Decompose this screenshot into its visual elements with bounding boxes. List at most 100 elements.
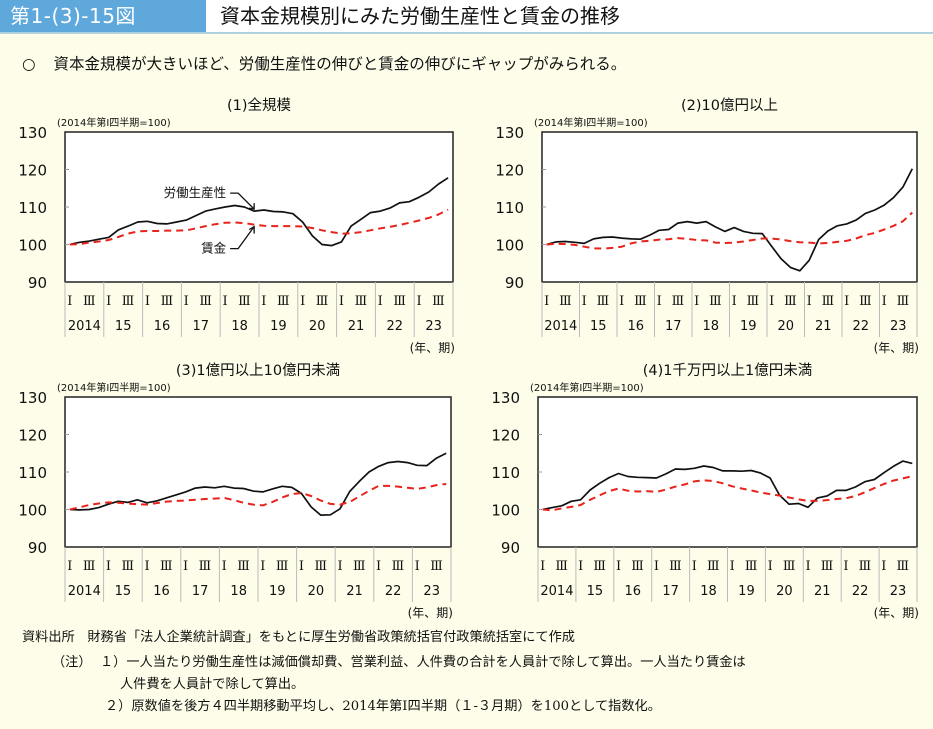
quarter-label: Ⅲ <box>784 294 797 309</box>
quarter-label: Ⅲ <box>353 559 366 574</box>
quarter-label: Ⅰ <box>67 294 72 309</box>
quarter-label: Ⅲ <box>555 559 568 574</box>
year-label: 15 <box>587 584 604 599</box>
quarter-label: Ⅲ <box>121 559 134 574</box>
y-tick-label: 90 <box>28 539 47 557</box>
quarter-label: Ⅰ <box>222 294 227 309</box>
quarter-label: Ⅰ <box>768 559 773 574</box>
wage-line <box>69 208 449 246</box>
quarter-label: Ⅲ <box>122 294 135 309</box>
quarter-label: Ⅲ <box>83 559 96 574</box>
y-tick-label: 100 <box>18 237 47 255</box>
quarter-label: Ⅲ <box>276 559 289 574</box>
quarter-label: Ⅰ <box>416 294 421 309</box>
quarter-label: Ⅰ <box>378 294 383 309</box>
y-tick-label: 120 <box>18 162 47 180</box>
quarter-label: Ⅰ <box>300 294 305 309</box>
unit-note: (2014年第Ⅰ四半期=100) <box>57 381 171 394</box>
y-tick-label: 120 <box>495 162 524 180</box>
wage-line <box>542 475 913 512</box>
year-label: 23 <box>890 319 907 334</box>
x-axis-label: (年、期) <box>410 341 455 355</box>
quarter-label: Ⅲ <box>707 559 720 574</box>
unit-note: (2014年第Ⅰ四半期=100) <box>57 116 171 129</box>
quarter-label: Ⅰ <box>183 559 188 574</box>
year-label: 17 <box>665 319 682 334</box>
quarter-label: Ⅲ <box>355 294 368 309</box>
quarter-label: Ⅰ <box>299 559 304 574</box>
arrowhead-icon <box>248 225 255 234</box>
x-axis-label: (年、期) <box>874 606 919 620</box>
bullet-circle-icon: ○ <box>22 55 36 73</box>
note-line-1: （注） １）一人当たり労働生産性は減価償却費、営業利益、人件費の合計を人員計で除… <box>52 651 746 670</box>
quarter-label: Ⅰ <box>843 559 848 574</box>
quarter-label: Ⅰ <box>260 559 265 574</box>
y-tick-label: 90 <box>501 539 520 557</box>
note-2: ２）原数値を後方４四半期移動平均し、2014年第Ⅰ四半期（１-３月期）を100と… <box>105 699 661 714</box>
y-tick-label: 110 <box>491 464 520 482</box>
y-tick-label: 100 <box>491 502 520 520</box>
y-tick-label: 130 <box>491 389 520 407</box>
quarter-label: Ⅰ <box>657 294 662 309</box>
quarter-label: Ⅰ <box>578 559 583 574</box>
year-label: 21 <box>814 584 831 599</box>
figure-number: 第1-(3)-15図 <box>0 0 206 32</box>
quarter-label: Ⅰ <box>337 559 342 574</box>
y-tick-label: 100 <box>18 502 47 520</box>
year-label: 17 <box>192 584 209 599</box>
year-label: 18 <box>700 584 717 599</box>
y-tick-label: 110 <box>18 464 47 482</box>
quarter-label: Ⅰ <box>654 559 659 574</box>
note-1: １）一人当たり労働生産性は減価償却費、営業利益、人件費の合計を人員計で除して算出… <box>99 655 746 670</box>
year-label: 23 <box>425 319 442 334</box>
y-tick-label: 130 <box>18 124 47 142</box>
unit-note: (2014年第Ⅰ四半期=100) <box>534 116 648 129</box>
productivity-line <box>542 460 913 511</box>
chart-title: (1)全規模 <box>227 96 291 114</box>
arrowhead-icon <box>249 203 255 210</box>
quarter-label: Ⅰ <box>339 294 344 309</box>
year-label: 16 <box>624 584 641 599</box>
quarter-label: Ⅲ <box>747 294 760 309</box>
quarter-label: Ⅲ <box>597 294 610 309</box>
quarter-label: Ⅰ <box>844 294 849 309</box>
annotation-productivity: 労働生産性 <box>164 185 227 200</box>
year-label: 15 <box>115 319 132 334</box>
year-label: 16 <box>153 584 170 599</box>
quarter-label: Ⅲ <box>392 559 405 574</box>
quarter-label: Ⅲ <box>672 294 685 309</box>
quarter-label: Ⅲ <box>237 559 250 574</box>
year-label: 2014 <box>544 319 577 334</box>
quarter-label: Ⅰ <box>184 294 189 309</box>
year-label: 23 <box>890 584 907 599</box>
note-1-cont: 人件費を人員計で除して算出。 <box>120 677 305 692</box>
header-divider <box>0 32 933 34</box>
wage-line <box>546 211 913 250</box>
chart-all-sizes: (1)全規模 (2014年第Ⅰ四半期=100) 90 100 110 120 130 Ⅰ Ⅲ 20… <box>0 92 470 357</box>
y-tick-label: 90 <box>505 274 524 292</box>
quarter-label: Ⅲ <box>430 559 443 574</box>
quarter-label: Ⅲ <box>277 294 290 309</box>
x-axis-label: (年、期) <box>874 341 919 355</box>
quarter-label: Ⅰ <box>807 294 812 309</box>
quarter-label: Ⅲ <box>634 294 647 309</box>
quarter-label: Ⅲ <box>559 294 572 309</box>
quarter-label: Ⅰ <box>582 294 587 309</box>
quarter-label: Ⅲ <box>669 559 682 574</box>
productivity-line <box>69 177 449 247</box>
chart-10m-to-100m: (4)1千万円以上1億円未満 (2014年第Ⅰ四半期=100) 90 100 110 12… <box>480 357 933 622</box>
y-tick-label: 120 <box>491 427 520 445</box>
chart-title: (3)1億円以上10億円未満 <box>176 362 340 379</box>
y-tick-label: 130 <box>495 124 524 142</box>
x-axis-label: (年、期) <box>408 606 453 620</box>
note-label: （注） <box>52 655 92 670</box>
chart-svg: (4)1千万円以上1億円未満 (2014年第Ⅰ四半期=100) 90 100 110 12… <box>491 362 919 620</box>
quarter-label: Ⅰ <box>376 559 381 574</box>
quarter-label: Ⅲ <box>822 294 835 309</box>
quarter-label: Ⅰ <box>616 559 621 574</box>
quarter-label: Ⅰ <box>692 559 697 574</box>
quarter-label: Ⅰ <box>881 559 886 574</box>
quarter-label: Ⅲ <box>709 294 722 309</box>
note-line-2: ２）原数値を後方４四半期移動平均し、2014年第Ⅰ四半期（１-３月期）を100と… <box>105 695 661 714</box>
